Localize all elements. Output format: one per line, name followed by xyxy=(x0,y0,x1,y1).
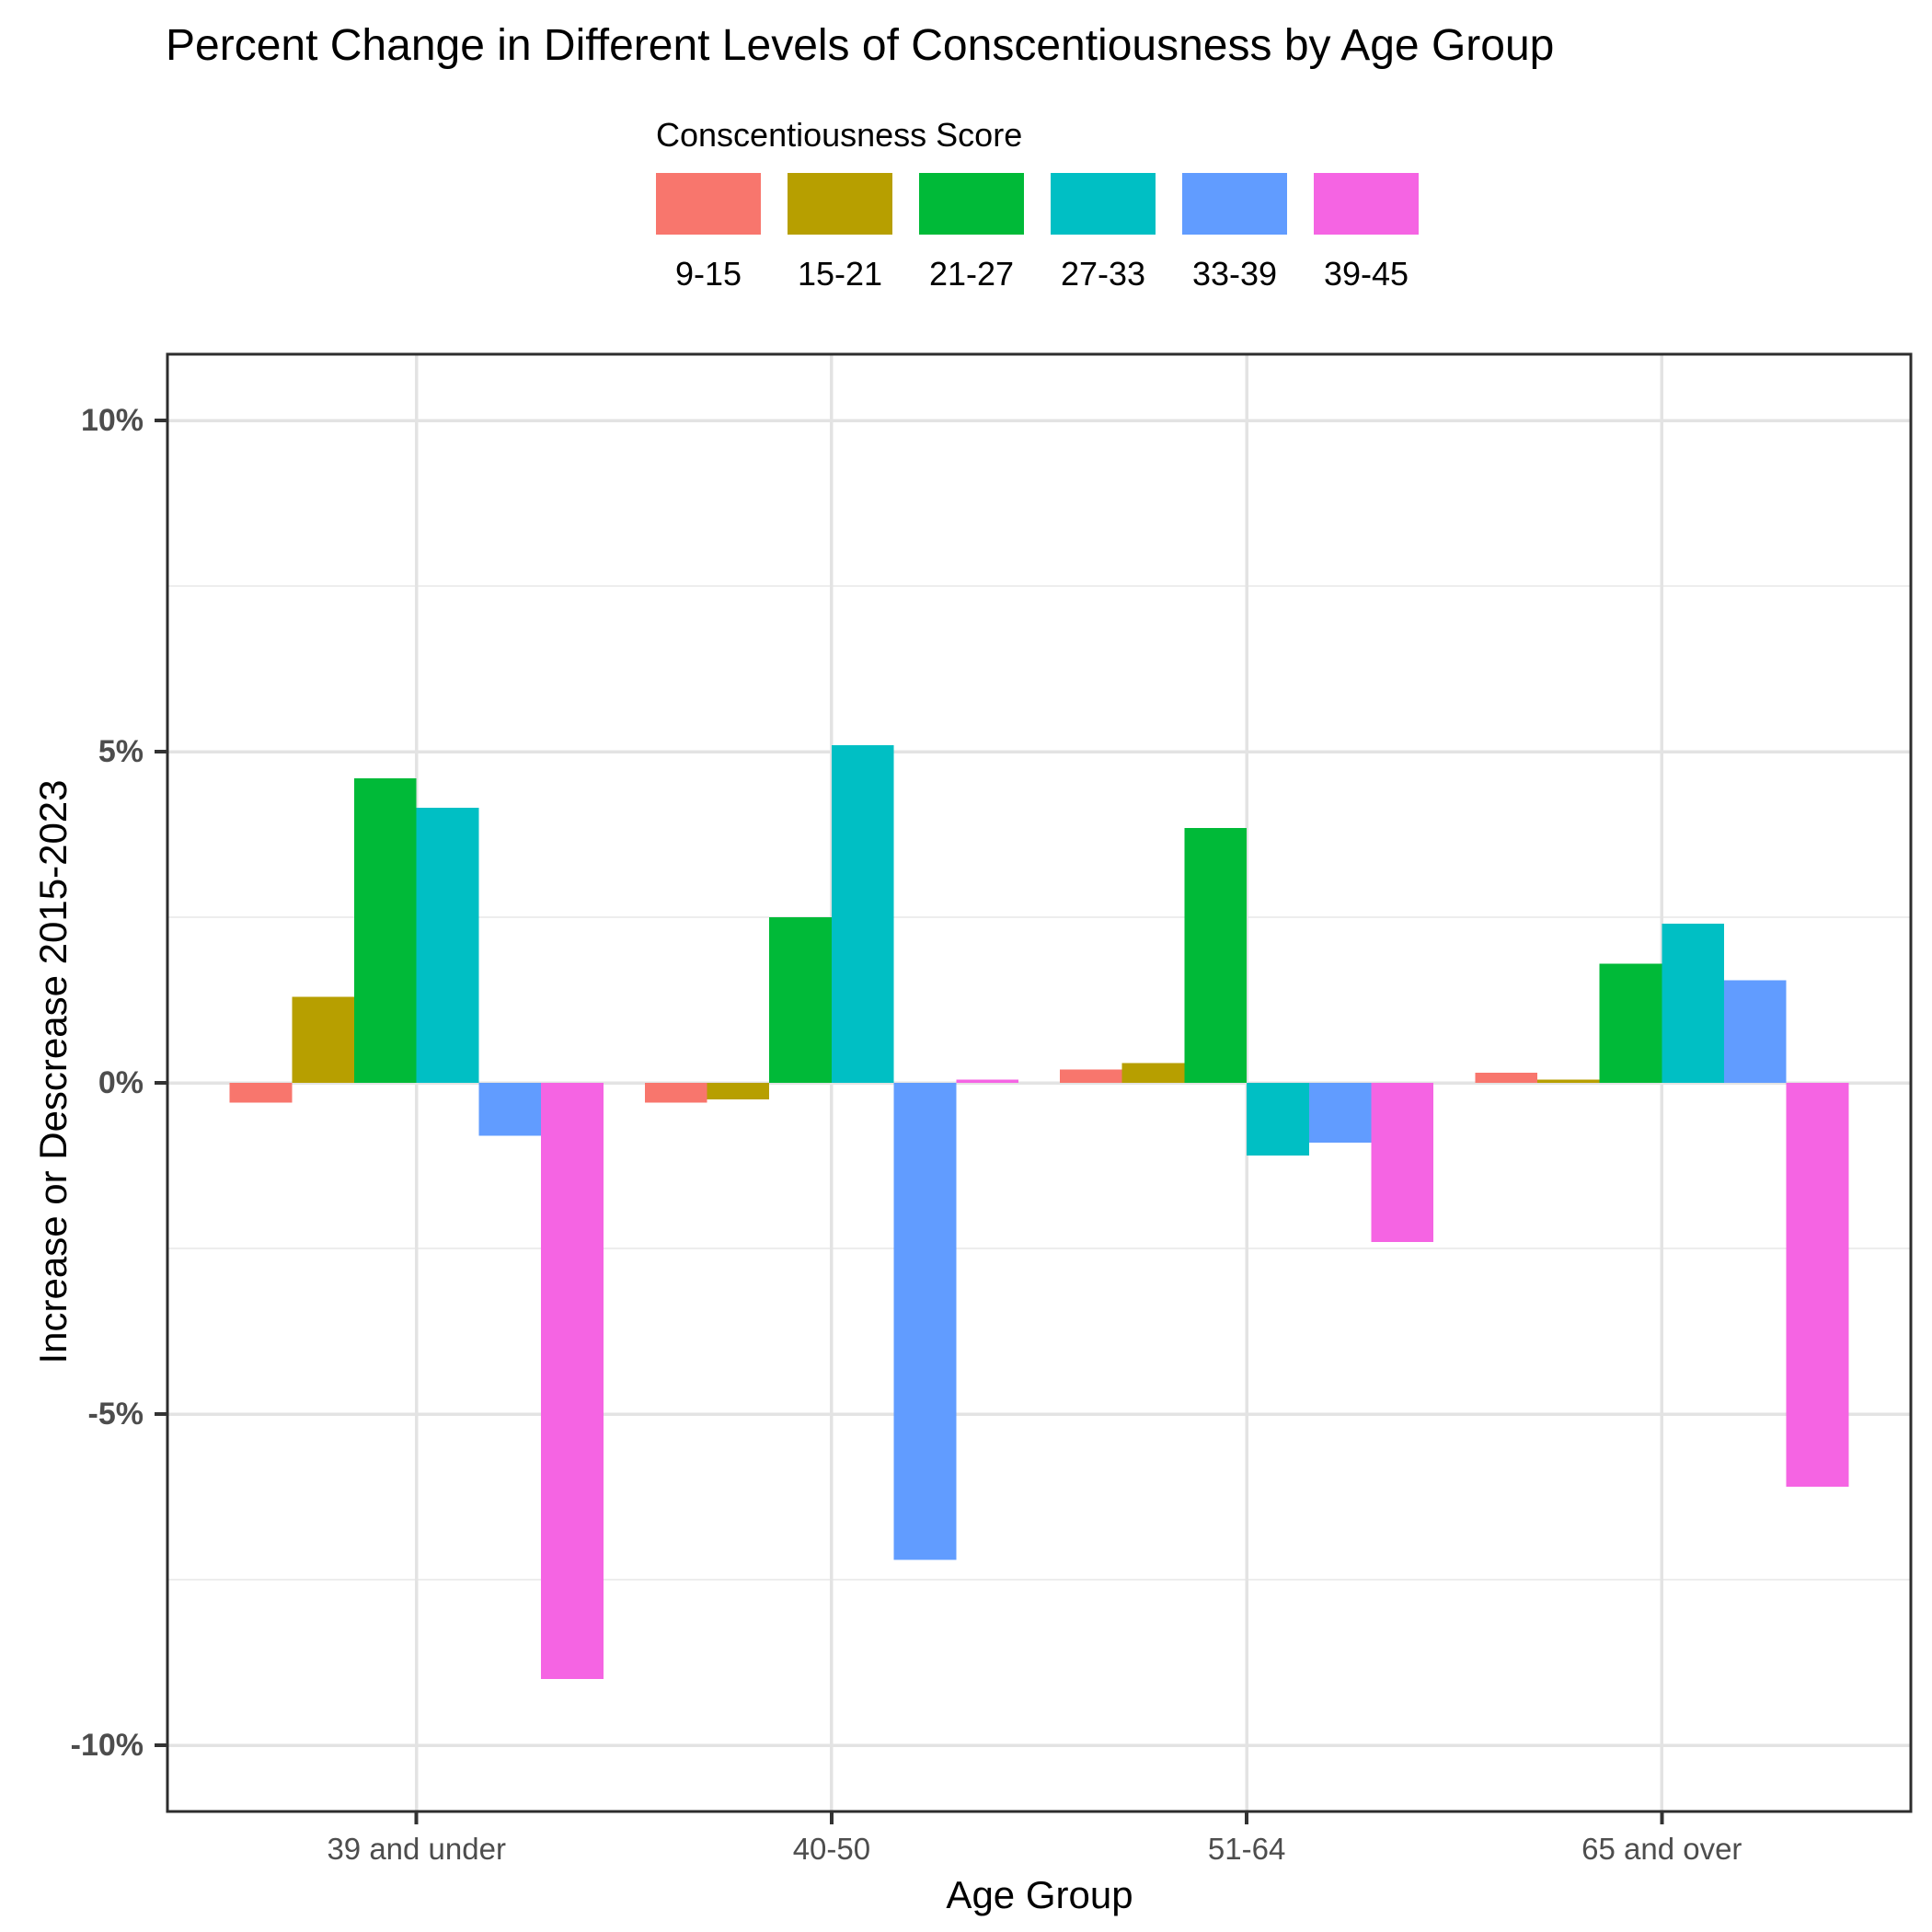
x-tick-label: 40-50 xyxy=(793,1832,870,1866)
y-tick-label: 10% xyxy=(81,403,144,438)
legend-item-39-45: 39-45 xyxy=(1314,173,1419,293)
bar-9-15-39 and under xyxy=(229,1083,293,1103)
y-tick-label: -5% xyxy=(88,1397,144,1432)
bar-21-27-65 and over xyxy=(1599,963,1662,1083)
legend-item-27-33: 27-33 xyxy=(1051,173,1156,293)
x-tick-label: 65 and over xyxy=(1581,1832,1742,1866)
bar-21-27-51-64 xyxy=(1184,827,1248,1083)
x-tick-label: 39 and under xyxy=(327,1832,506,1866)
bar-39-45-39 and under xyxy=(541,1083,604,1679)
bar-15-21-65 and over xyxy=(1536,1079,1600,1083)
bar-33-39-51-64 xyxy=(1308,1083,1372,1143)
bar-15-21-39 and under xyxy=(292,996,355,1083)
legend-label: 21-27 xyxy=(928,255,1015,293)
legend-item-15-21: 15-21 xyxy=(788,173,892,293)
legend-label: 15-21 xyxy=(797,255,883,293)
legend-swatch-9-15 xyxy=(656,173,761,235)
bar-9-15-40-50 xyxy=(644,1083,707,1103)
legend-label: 9-15 xyxy=(674,255,742,293)
legend-items: 9-15 15-21 21-27 27-33 33-39 39-45 xyxy=(656,173,1419,293)
bar-15-21-51-64 xyxy=(1121,1063,1185,1083)
legend-swatch-33-39 xyxy=(1182,173,1287,235)
page-title: Percent Change in Different Levels of Co… xyxy=(166,21,1555,70)
legend-swatch-15-21 xyxy=(788,173,892,235)
legend-title: Conscentiousness Score xyxy=(656,116,1023,154)
bar-33-39-39 and under xyxy=(478,1083,542,1136)
legend-label: 27-33 xyxy=(1060,255,1146,293)
legend-label: 33-39 xyxy=(1191,255,1278,293)
legend: Conscentiousness Score 9-15 15-21 21-27 27-… xyxy=(656,116,1419,293)
legend-swatch-21-27 xyxy=(919,173,1024,235)
bar-33-39-65 and over xyxy=(1723,980,1787,1083)
y-axis-title: Increase or Descrease 2015-2023 xyxy=(31,779,75,1364)
legend-item-9-15: 9-15 xyxy=(656,173,761,293)
bar-39-45-40-50 xyxy=(956,1079,1018,1083)
legend-swatch-39-45 xyxy=(1314,173,1419,235)
x-axis-title: Age Group xyxy=(946,1873,1133,1916)
legend-label: 39-45 xyxy=(1323,255,1409,293)
bar-27-33-39 and under xyxy=(416,808,479,1083)
bar-39-45-65 and over xyxy=(1786,1083,1849,1488)
y-tick-label: 0% xyxy=(98,1065,144,1100)
bar-39-45-51-64 xyxy=(1371,1083,1434,1242)
y-tick-label: 5% xyxy=(98,734,144,769)
legend-item-33-39: 33-39 xyxy=(1182,173,1287,293)
bar-27-33-40-50 xyxy=(831,744,894,1083)
bar-27-33-51-64 xyxy=(1247,1083,1309,1156)
bar-33-39-40-50 xyxy=(893,1083,957,1560)
bar-21-27-39 and under xyxy=(354,777,417,1083)
bar-27-33-65 and over xyxy=(1662,924,1724,1083)
y-tick-label: -10% xyxy=(71,1728,144,1763)
legend-item-21-27: 21-27 xyxy=(919,173,1024,293)
bar-15-21-40-50 xyxy=(707,1083,770,1099)
legend-swatch-27-33 xyxy=(1051,173,1156,235)
bar-21-27-40-50 xyxy=(769,917,832,1083)
bar-9-15-65 and over xyxy=(1475,1073,1537,1083)
bar-9-15-51-64 xyxy=(1060,1069,1122,1083)
x-tick-label: 51-64 xyxy=(1208,1832,1285,1866)
